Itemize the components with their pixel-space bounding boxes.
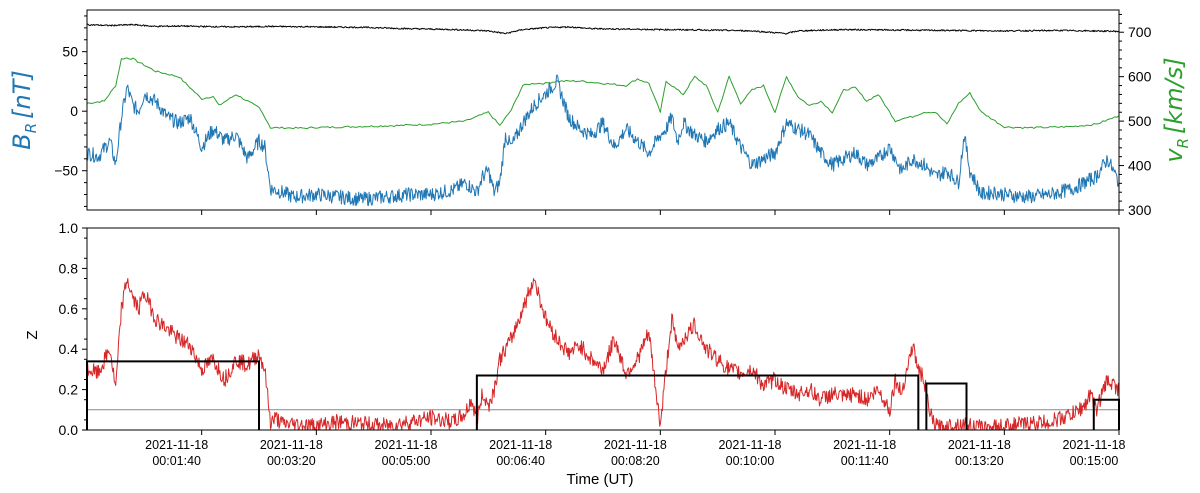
x-tick-time-label: 00:13:20 (955, 454, 1004, 468)
step-block-3 (925, 382, 968, 430)
x-tick-date-label: 2021-11-18 (260, 438, 323, 452)
right-axis-title-units: [km/s] (1160, 57, 1188, 134)
z-tick-label: 0.0 (59, 422, 79, 438)
left-axis-title-units: [nT] (8, 70, 36, 119)
right-tick-label: 700 (1128, 24, 1152, 40)
z-tick-label: 1.0 (59, 220, 79, 236)
right-tick-label: 300 (1128, 202, 1152, 218)
z-axis-title: Z (24, 330, 41, 339)
z-series-line (86, 278, 1120, 431)
left-tick-label: −50 (54, 163, 78, 179)
x-tick-time-label: 00:11:40 (841, 454, 889, 468)
right-axis-title-main: v (1160, 148, 1188, 163)
left-tick-label: 50 (62, 44, 78, 60)
x-axis-title: Time (UT) (567, 471, 634, 488)
x-tick-date-label: 2021-11-18 (604, 438, 667, 452)
right-axis-title: vR [km/s] (1160, 57, 1192, 162)
right-tick-label: 600 (1128, 69, 1152, 85)
top-plot-area (87, 10, 1119, 210)
x-tick-time-label: 00:08:20 (611, 454, 660, 468)
left-tick-label: 0 (70, 103, 78, 119)
left-axis-title: BR [nT] (8, 70, 40, 150)
right-tick-label: 500 (1128, 113, 1152, 129)
x-tick-time-label: 00:05:00 (382, 454, 431, 468)
z-tick-label: 0.6 (59, 301, 79, 317)
bottom-plot-area (87, 228, 1119, 430)
step-block-2 (475, 374, 920, 430)
x-tick-time-label: 00:01:40 (152, 454, 201, 468)
x-tick-date-label: 2021-11-18 (374, 438, 437, 452)
bottom-frame (86, 227, 1120, 431)
x-tick-date-label: 2021-11-18 (948, 438, 1011, 452)
left-axis-title-sub: R (22, 123, 40, 133)
z-tick-label: 0.4 (59, 341, 79, 357)
bottom-panel: 1.0 0.8 0.6 0.4 0.2 0.0 2021-11-18 00:01:40 2021… (24, 220, 1126, 488)
x-tick-date-label: 2021-11-18 (1062, 438, 1125, 452)
right-tick-label: 400 (1128, 158, 1152, 174)
top-frame (86, 9, 1120, 211)
x-tick-date-label: 2021-11-18 (145, 438, 208, 452)
z-tick-label: 0.2 (59, 382, 79, 398)
x-tick-date-label: 2021-11-18 (718, 438, 781, 452)
reference-series-line (86, 23, 1120, 35)
x-tick-date-label: 2021-11-18 (833, 438, 896, 452)
left-axis-title-main: B (8, 133, 36, 149)
right-axis-title-sub: R (1174, 138, 1192, 148)
x-tick-date-label: 2021-11-18 (489, 438, 552, 452)
x-tick-time-label: 00:03:20 (267, 454, 316, 468)
x-tick-time-label: 00:10:00 (726, 454, 775, 468)
speed-series-line (86, 57, 1120, 130)
br-series-line (86, 74, 1120, 206)
x-tick-time-label: 00:06:40 (496, 454, 545, 468)
x-tick-time-label: 00:15:00 (1070, 454, 1119, 468)
z-tick-label: 0.8 (59, 260, 79, 276)
